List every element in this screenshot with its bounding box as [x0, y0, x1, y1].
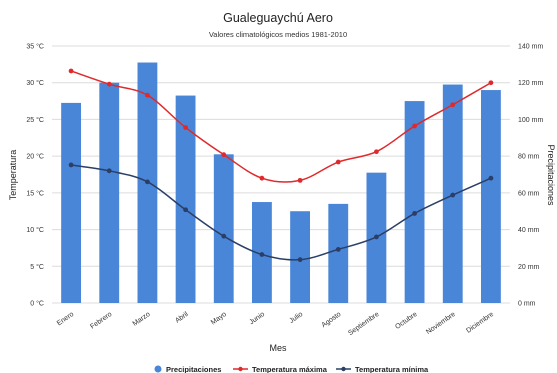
tmin-line — [70, 164, 492, 261]
tmax-point — [259, 175, 265, 181]
legend-precip-label: Precipitaciones — [166, 365, 221, 373]
legend-item-tmin: Temperatura mínima — [336, 365, 429, 373]
tmin-point — [297, 257, 303, 263]
x-tick-label: Agosto — [321, 311, 343, 329]
x-tick-label: Febrero — [89, 311, 113, 331]
right-axis-title: Precipitaciones — [546, 144, 556, 206]
legend-item-tmax: Temperatura máxima — [233, 365, 328, 373]
precipitation-bars — [61, 62, 501, 304]
left-tick-label: 20 °C — [26, 153, 44, 161]
x-tick-label: Octubre — [394, 311, 418, 331]
left-tick-label: 35 °C — [26, 43, 44, 51]
precip-bar — [404, 101, 425, 303]
right-tick-label: 140 mm — [518, 44, 543, 51]
left-axis-title: Temperatura — [8, 150, 18, 201]
right-tick-label: 20 mm — [518, 264, 540, 271]
tmax-point — [297, 177, 303, 183]
tmax-point — [335, 159, 341, 165]
tmin-point — [221, 233, 227, 239]
chart-title: Gualeguaychú Aero — [223, 11, 333, 25]
precip-bar — [328, 203, 349, 303]
legend: Precipitaciones Temperatura máxima Tempe… — [154, 365, 429, 373]
tmin-point — [183, 207, 188, 213]
x-tick-label: Enero — [56, 311, 75, 328]
tmin-point — [374, 234, 379, 240]
right-tick-label: 0 mm — [518, 301, 536, 308]
x-tick-label: Septiembre — [347, 311, 380, 337]
x-axis-title: Mes — [269, 343, 287, 353]
legend-tmin-marker — [341, 366, 346, 372]
right-tick-label: 60 mm — [518, 190, 540, 197]
x-tick-label: Julio — [288, 311, 304, 325]
legend-precip-marker — [154, 365, 162, 373]
left-axis-ticks: 0 °C 5 °C 10 °C 15 °C 20 °C 25 °C 30 °C 35 °C — [26, 43, 44, 308]
x-tick-label: Diciembre — [465, 311, 495, 335]
tmax-point — [488, 80, 494, 86]
precip-bar — [175, 95, 196, 303]
tmax-point — [183, 125, 188, 130]
tmin-point — [106, 168, 112, 174]
right-tick-label: 40 mm — [518, 227, 540, 234]
x-tick-label: Abril — [174, 311, 190, 325]
tmin-point — [259, 252, 265, 257]
tmax-line — [70, 70, 492, 183]
tmin-point — [68, 162, 74, 168]
left-tick-label: 30 °C — [26, 79, 44, 87]
tmin-point — [450, 192, 456, 198]
left-tick-label: 0 °C — [30, 300, 44, 308]
precip-bar — [61, 102, 82, 304]
gridlines — [52, 45, 510, 304]
x-tick-label: Noviembre — [425, 311, 457, 336]
left-tick-label: 10 °C — [26, 226, 44, 234]
tmax-point — [221, 152, 227, 158]
right-tick-label: 120 mm — [518, 80, 543, 87]
tmin-point — [335, 246, 341, 252]
chart-subtitle: Valores climatológicos medios 1981-2010 — [209, 30, 347, 39]
tmax-point — [374, 149, 379, 155]
tmin-point — [145, 179, 150, 185]
legend-item-precipitaciones: Precipitaciones — [154, 365, 221, 373]
tmin-point — [412, 211, 417, 216]
legend-tmax-label: Temperatura máxima — [252, 365, 328, 373]
tmax-point — [145, 92, 150, 98]
right-tick-label: 100 mm — [518, 117, 543, 124]
right-tick-label: 80 mm — [518, 154, 540, 161]
precip-bar — [213, 154, 234, 303]
precip-bar — [99, 82, 120, 303]
tmax-point — [412, 123, 417, 129]
tmax-point — [450, 102, 456, 108]
temperature-lines — [68, 68, 494, 263]
x-tick-label: Mayo — [210, 311, 228, 327]
left-tick-label: 25 °C — [26, 116, 44, 124]
tmax-point — [68, 68, 74, 74]
left-tick-label: 5 °C — [30, 263, 44, 271]
legend-tmin-label: Temperatura mínima — [355, 365, 429, 373]
tmin-point — [488, 175, 494, 181]
x-axis-ticks: Enero Febrero Marzo Abril Mayo Junio Julio Agos… — [56, 311, 495, 338]
precip-bar — [290, 211, 311, 303]
precip-bar — [480, 90, 501, 303]
x-tick-label: Junio — [248, 311, 266, 326]
tmax-point — [106, 81, 112, 87]
right-axis-ticks: 0 mm 20 mm 40 mm 60 mm 80 mm 100 mm 120 mm 140 … — [518, 44, 543, 308]
left-tick-label: 15 °C — [26, 189, 44, 197]
legend-tmax-marker — [238, 366, 243, 372]
x-tick-label: Marzo — [132, 311, 152, 328]
